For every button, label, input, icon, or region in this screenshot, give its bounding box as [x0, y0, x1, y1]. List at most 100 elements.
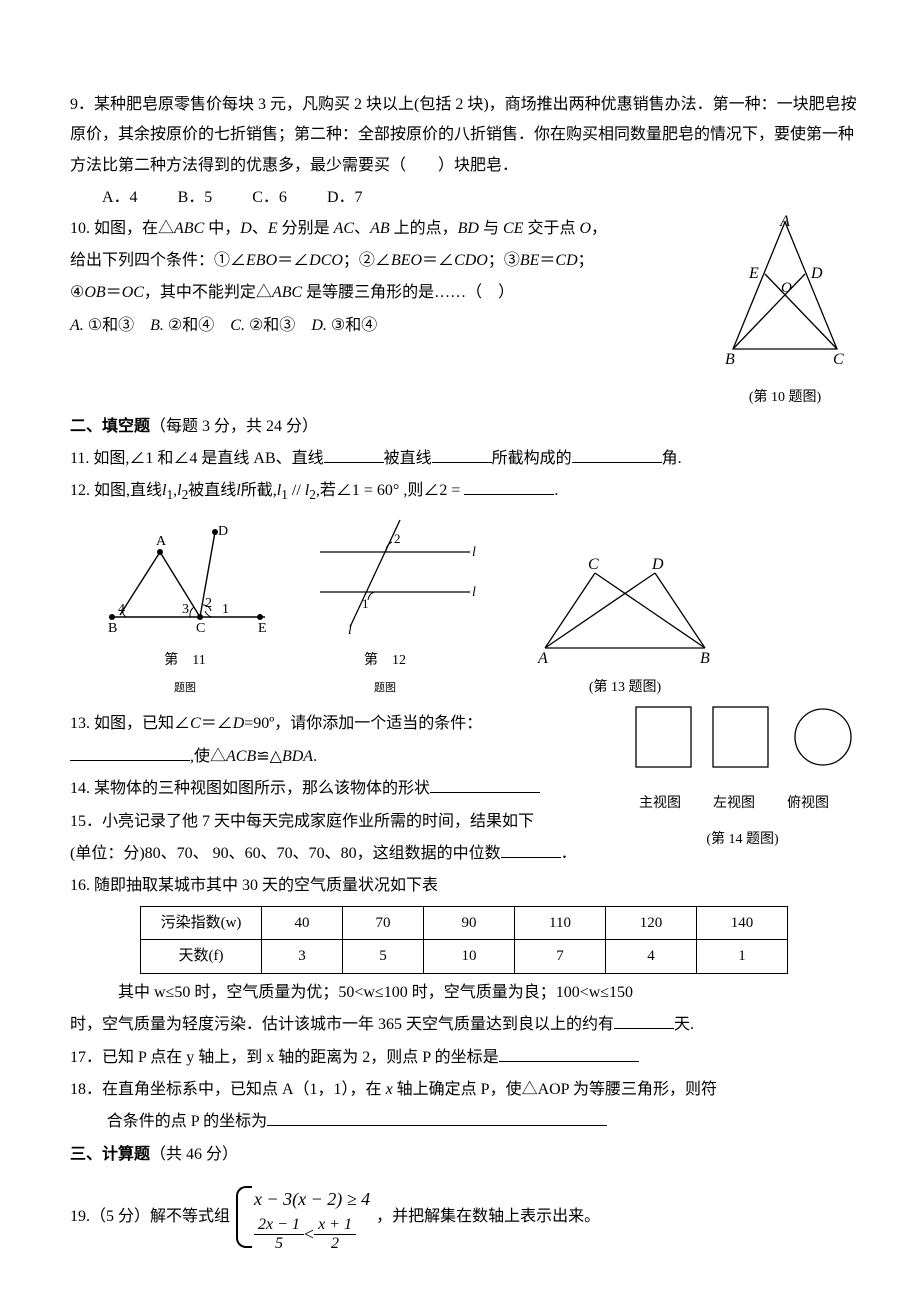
q19-f1n: 2x − 1: [254, 1216, 304, 1235]
q13-bda: BDA: [282, 748, 313, 765]
q10-oa: ①和③: [88, 317, 134, 334]
q18-a: 18．在直角坐标系中，已知点 A（1，1），在: [70, 1081, 386, 1098]
q10-t2: 中，: [204, 220, 240, 237]
q16-r1: 3: [262, 940, 343, 974]
q13-cong: ≌△: [256, 748, 282, 765]
svg-text:E: E: [258, 621, 267, 636]
svg-text:C: C: [196, 621, 205, 636]
q11-blank-2: [432, 446, 492, 463]
q13-a: 13. 如图，已知∠: [70, 715, 190, 732]
q13-blank: [70, 744, 190, 761]
svg-text:B: B: [725, 351, 735, 368]
q15-a: 15．小亮记录了他 7 天中每天完成家庭作业所需的时间，结果如下: [70, 813, 534, 830]
figure-10-caption: (第 10 题图): [710, 385, 860, 412]
q9-text: 9．某种肥皂原零售价每块 3 元，凡购买 2 块以上(包括 2 块)，商场推出两…: [70, 96, 857, 174]
q10-ab: AB: [370, 220, 390, 237]
q10-ocx: ②和③: [249, 317, 295, 334]
q10-t6: 上的点，: [390, 220, 458, 237]
table-row: 天数(f) 3 5 10 7 4 1: [141, 940, 788, 974]
q9-opt-c: C．6: [252, 189, 287, 206]
q10-t9: ，: [591, 220, 607, 237]
figure-12-caption: 第 12 题图: [290, 648, 480, 701]
q11-blank-3: [572, 446, 662, 463]
figure-12: 2 1 l1 l2 l 第 12 题图: [290, 512, 480, 702]
q19-eq2-row: 2x − 1 5 < x + 1 2: [254, 1216, 370, 1252]
figure-14: 主视图 左视图 俯视图 (第 14 题图): [625, 699, 860, 854]
q10-oc-l: C.: [230, 317, 245, 334]
q16-h6: 140: [697, 906, 788, 940]
q16-r6: 1: [697, 940, 788, 974]
q10-oc: OC: [122, 284, 144, 301]
q9-options: A．4 B．5 C．6 D．7: [102, 183, 860, 213]
svg-text:2: 2: [205, 596, 212, 611]
svg-text:2: 2: [394, 531, 401, 546]
q9-opt-d: D．7: [327, 189, 363, 206]
q9-opt-b: B．5: [178, 189, 213, 206]
q16-r4: 7: [515, 940, 606, 974]
section-3-note: （共 46 分）: [150, 1146, 238, 1163]
q13-end: .: [313, 748, 317, 765]
q10-eq4: ＝: [106, 284, 122, 301]
svg-text:A: A: [779, 214, 790, 230]
question-11: 11. 如图,∠1 和∠4 是直线 AB、直线被直线所截构成的角.: [70, 444, 860, 474]
view-main-label: 主视图: [625, 791, 695, 818]
q10-t5: 、: [354, 220, 370, 237]
q18-c: 合条件的点 P 的坐标为: [107, 1113, 267, 1130]
question-9: 9．某种肥皂原零售价每块 3 元，凡购买 2 块以上(包括 2 块)，商场推出两…: [70, 90, 860, 181]
figure-12-icon: 2 1 l1 l2 l: [290, 512, 480, 637]
figure-13: AB CD (第 13 题图): [530, 553, 720, 701]
svg-text:E: E: [748, 265, 759, 282]
svg-text:A: A: [156, 534, 167, 549]
question-18: 18．在直角坐标系中，已知点 A（1，1），在 x 轴上确定点 P，使△AOP …: [70, 1075, 860, 1105]
question-17: 17．已知 P 点在 y 轴上，到 x 轴的距离为 2，则点 P 的坐标是: [70, 1043, 860, 1073]
q18-blank: [267, 1109, 607, 1126]
q16-r5: 4: [606, 940, 697, 974]
q13-c2: ,使△: [190, 748, 226, 765]
q10-beo: BEO: [391, 252, 422, 269]
q10-semi: ；: [578, 252, 594, 269]
q15-end: ．: [561, 845, 577, 862]
q11-a: 11. 如图,∠1 和∠4 是直线 AB、直线: [70, 450, 324, 467]
q15-b: (单位：分)80、70、 90、60、70、70、80，这组数据的中位数: [70, 845, 501, 862]
q19-system: x − 3(x − 2) ≥ 4 2x − 1 5 < x + 1 2: [236, 1182, 370, 1252]
q16-d: 天.: [674, 1016, 694, 1033]
view-left-label: 左视图: [695, 791, 773, 818]
q19-a: 19.（5 分）解不等式组: [70, 1202, 230, 1232]
q12-par: //: [288, 482, 305, 499]
q10-ce: CE: [503, 220, 523, 237]
q10-t3: 、: [252, 220, 268, 237]
svg-text:O: O: [781, 280, 792, 296]
svg-text:l: l: [348, 623, 352, 637]
svg-text:1: 1: [222, 602, 229, 617]
q10-l2a: 给出下列四个条件：①∠: [70, 252, 246, 269]
q19-lt: <: [304, 1217, 314, 1251]
q15-blank: [501, 841, 561, 858]
q10-l2c: ；③: [488, 252, 520, 269]
q10-ob: OB: [84, 284, 105, 301]
question-16: 16. 随即抽取某城市其中 30 天的空气质量状况如下表: [70, 871, 860, 901]
svg-text:D: D: [218, 524, 228, 539]
q12-s1b: 1: [281, 488, 288, 503]
q19-f2d: 2: [314, 1235, 356, 1253]
q13-c: C: [190, 715, 201, 732]
q16-h0: 污染指数(w): [141, 906, 262, 940]
q12-b: 被直线: [188, 482, 236, 499]
question-12: 12. 如图,直线l1,l2被直线l所截,l1 // l2,若∠1 = 60° …: [70, 476, 860, 508]
table-row: 污染指数(w) 40 70 90 110 120 140: [141, 906, 788, 940]
q10-l3b: ，其中不能判定△: [144, 284, 272, 301]
svg-text:D: D: [651, 556, 664, 573]
q13-deg: =90º: [244, 715, 274, 732]
q10-abc2: ABC: [272, 284, 302, 301]
q11-b: 被直线: [384, 450, 432, 467]
q10-dco: DCO: [309, 252, 343, 269]
q10-t8: 交于点: [523, 220, 579, 237]
q12-a: 12. 如图,直线: [70, 482, 162, 499]
figure-11-caption: 第 11 题图: [100, 648, 270, 701]
svg-text:l: l: [472, 545, 476, 560]
q13-acb: ACB: [226, 748, 256, 765]
section-3-header: 三、计算题（共 46 分）: [70, 1140, 860, 1170]
q12-c: 所截,: [241, 482, 277, 499]
q12-blank: [464, 478, 554, 495]
section-2-title: 二、填空题: [70, 418, 150, 435]
figure-10: O A E D B C (第 10 题图): [710, 214, 860, 412]
